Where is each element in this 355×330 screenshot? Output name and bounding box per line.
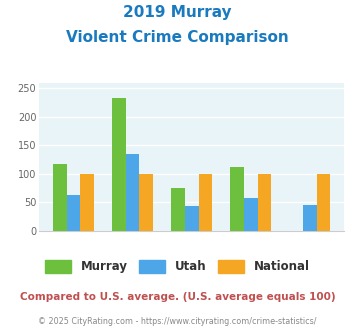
Bar [244, 198, 258, 231]
Text: Violent Crime Comparison: Violent Crime Comparison [66, 30, 289, 45]
Bar [230, 167, 244, 231]
Bar [185, 207, 198, 231]
Bar [258, 174, 271, 231]
Text: Compared to U.S. average. (U.S. average equals 100): Compared to U.S. average. (U.S. average … [20, 292, 335, 302]
Bar [126, 154, 139, 231]
Legend: Murray, Utah, National: Murray, Utah, National [40, 255, 315, 278]
Bar [198, 174, 212, 231]
Text: 2019 Murray: 2019 Murray [123, 5, 232, 20]
Bar [139, 174, 153, 231]
Bar [112, 98, 126, 231]
Bar [80, 174, 94, 231]
Bar [317, 174, 331, 231]
Text: © 2025 CityRating.com - https://www.cityrating.com/crime-statistics/: © 2025 CityRating.com - https://www.city… [38, 317, 317, 326]
Bar [171, 187, 185, 231]
Bar [53, 164, 66, 231]
Bar [66, 195, 80, 231]
Bar [303, 205, 317, 231]
